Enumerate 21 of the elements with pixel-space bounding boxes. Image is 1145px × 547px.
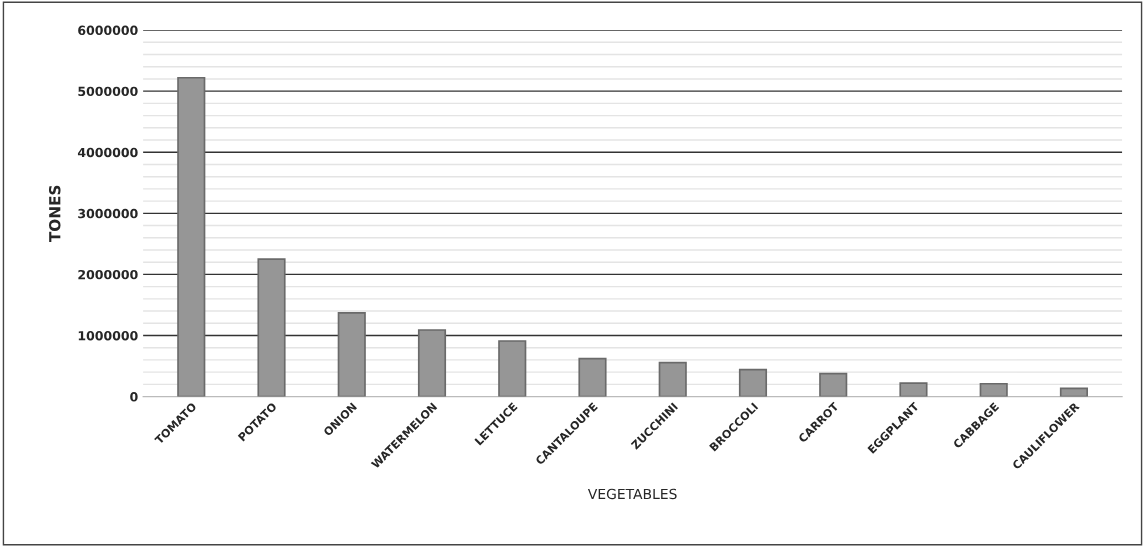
bar (337, 312, 366, 397)
bar (819, 372, 848, 397)
y-tick-label: 1000000 (78, 330, 138, 341)
y-tick-label: 5000000 (78, 86, 138, 97)
bar (1059, 387, 1089, 397)
bar (257, 258, 286, 397)
y-tick-label: 2000000 (78, 269, 138, 280)
y-tick-label: 6000000 (78, 25, 138, 36)
bar (578, 357, 607, 397)
bar (417, 329, 447, 397)
bar (658, 361, 687, 397)
y-tick-label: 3000000 (78, 208, 138, 219)
bar (177, 76, 206, 397)
bar (738, 368, 768, 397)
y-tick-label: 0 (130, 392, 138, 402)
y-axis-title: TONES (48, 185, 61, 243)
bar (899, 382, 928, 397)
x-axis-title: VEGETABLES (587, 488, 677, 500)
y-tick-label: 4000000 (77, 147, 138, 158)
bar (498, 340, 527, 397)
bar (979, 382, 1008, 397)
